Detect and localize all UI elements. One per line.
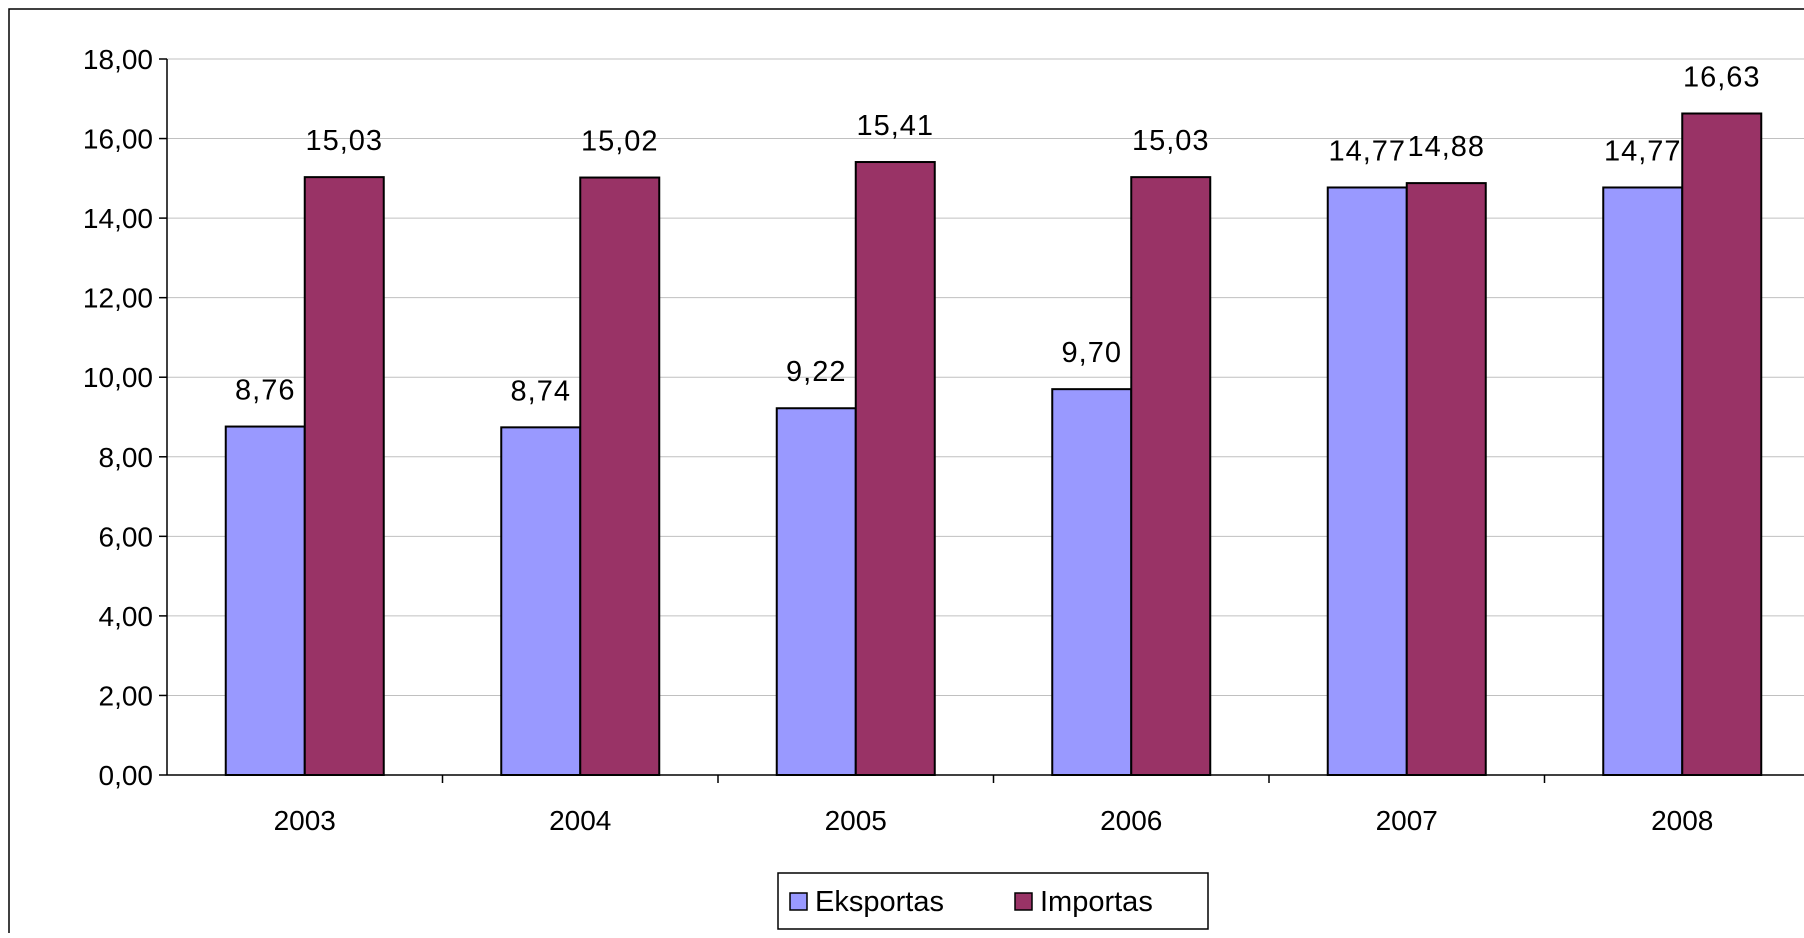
data-label: 14,77: [1604, 135, 1682, 167]
data-label: 15,03: [1132, 125, 1210, 157]
gridlines: [167, 58, 1804, 696]
x-tick-label: 2004: [549, 805, 611, 836]
y-tick-label: 2,00: [99, 680, 154, 711]
y-tick-label: 12,00: [83, 283, 153, 314]
bar-importas-2003: [303, 176, 385, 776]
bar-eksportas-2008: [1602, 186, 1684, 776]
legend-swatch-importas: [1014, 892, 1033, 911]
bar-eksportas-2005: [775, 407, 857, 776]
y-tick-label: 14,00: [83, 203, 153, 234]
data-label: 16,63: [1683, 61, 1761, 93]
data-label: 8,76: [235, 375, 295, 407]
bar-importas-2004: [579, 176, 661, 776]
y-tick-label: 18,00: [83, 44, 153, 75]
data-label: 9,22: [786, 356, 846, 388]
data-labels: 8,76 15,03 8,74 15,02 9,22 15,41 9,70 15,03 14,7…: [235, 61, 1761, 407]
bar-importas-2008: [1681, 112, 1763, 777]
legend-swatch-eksportas: [789, 892, 808, 911]
legend-box: [777, 872, 1209, 930]
x-tick-label: 2007: [1376, 805, 1438, 836]
data-label: 14,77: [1328, 135, 1406, 167]
bar-eksportas-2003: [224, 425, 306, 776]
x-tick-label: 2005: [825, 805, 887, 836]
data-label: 9,70: [1062, 337, 1122, 369]
data-label: 15,02: [581, 126, 659, 158]
bar-eksportas-2007: [1326, 186, 1408, 776]
data-label: 15,03: [305, 125, 383, 157]
y-tick-label: 10,00: [83, 362, 153, 393]
data-label: 8,74: [511, 375, 571, 407]
bar-eksportas-2004: [500, 426, 582, 776]
bars: [224, 112, 1763, 777]
y-tick-label: 8,00: [99, 442, 154, 473]
axes: 0,00 2,00 4,00 6,00 8,00 10,00 12,00 14,00 16,00…: [83, 44, 1804, 836]
x-tick-label: 2008: [1651, 805, 1713, 836]
y-tick-label: 16,00: [83, 124, 153, 155]
data-label: 15,41: [856, 110, 934, 142]
legend-label-importas: Importas: [1040, 886, 1153, 918]
data-label: 14,88: [1407, 131, 1485, 163]
bar-importas-2005: [854, 161, 936, 777]
bar-importas-2007: [1405, 182, 1487, 776]
x-tick-label: 2006: [1100, 805, 1162, 836]
bar-eksportas-2006: [1051, 388, 1133, 776]
bar-importas-2006: [1130, 176, 1212, 776]
legend-label-eksportas: Eksportas: [815, 886, 944, 918]
legend: Eksportas Importas: [777, 872, 1209, 930]
x-tick-label: 2003: [274, 805, 336, 836]
y-tick-label: 6,00: [99, 521, 154, 552]
y-tick-label: 0,00: [99, 760, 154, 791]
y-tick-label: 4,00: [99, 601, 154, 632]
